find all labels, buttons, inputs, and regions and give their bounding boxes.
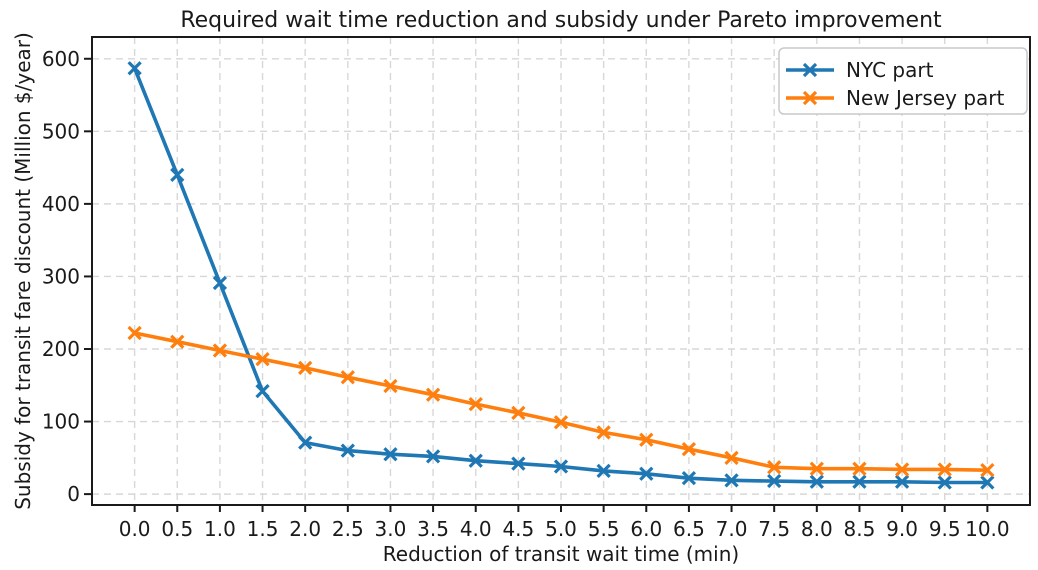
x-tick-label: 8.0 <box>801 517 833 541</box>
axes-frame <box>91 36 1031 506</box>
x-tick-label: 3.5 <box>417 517 449 541</box>
x-axis-label: Reduction of transit wait time (min) <box>383 542 739 566</box>
legend-item-nyc-part: NYC part <box>786 58 934 82</box>
x-tick-label: 0.5 <box>161 517 193 541</box>
x-tick-label: 5.5 <box>588 517 620 541</box>
y-tick-label: 300 <box>42 264 80 288</box>
y-tick-label: 500 <box>42 119 80 143</box>
y-axis-label: Subsidy for transit fare discount (Milli… <box>11 32 35 510</box>
series-markers-1 <box>127 325 995 478</box>
y-tick-label: 600 <box>42 47 80 71</box>
x-tick-label: 10.0 <box>965 517 1010 541</box>
x-tick-label: 8.5 <box>844 517 876 541</box>
tick-layer: 0.0 0.5 1.0 1.5 2.0 2.5 3.0 3.5 4.0 4.5 5.0 5.5 6.0 6… <box>42 47 1010 541</box>
legend-frame <box>778 47 1028 115</box>
x-tick-label: 2.0 <box>289 517 321 541</box>
legend-label: NYC part <box>846 58 934 82</box>
x-tick-label: 1.5 <box>247 517 279 541</box>
series-markers-0 <box>127 61 995 490</box>
x-tick-label: 9.5 <box>929 517 961 541</box>
y-tick-label: 200 <box>42 337 80 361</box>
x-tick-label: 7.0 <box>716 517 748 541</box>
x-tick-label: 0.0 <box>119 517 151 541</box>
x-tick-label: 1.0 <box>204 517 236 541</box>
y-tick-label: 100 <box>42 410 80 434</box>
y-tick-label: 0 <box>67 482 80 506</box>
legend: NYC part New Jersey part <box>778 47 1028 115</box>
x-tick-label: 7.5 <box>758 517 790 541</box>
legend-x-marker-icon <box>802 90 818 106</box>
x-tick-label: 6.5 <box>673 517 705 541</box>
x-tick-label: 4.5 <box>502 517 534 541</box>
x-tick-label: 3.0 <box>375 517 407 541</box>
x-tick-label: 4.0 <box>460 517 492 541</box>
series-layer <box>127 61 995 490</box>
x-tick-label: 5.0 <box>545 517 577 541</box>
x-tick-label: 2.5 <box>332 517 364 541</box>
legend-item-new-jersey-part: New Jersey part <box>786 86 1004 110</box>
legend-label: New Jersey part <box>846 86 1004 110</box>
chart-title: Required wait time reduction and subsidy… <box>180 8 942 33</box>
x-tick-label: 9.0 <box>886 517 918 541</box>
x-tick-label: 6.0 <box>630 517 662 541</box>
legend-x-marker-icon <box>802 62 818 78</box>
y-tick-label: 400 <box>42 192 80 216</box>
grid-layer <box>92 37 1030 505</box>
